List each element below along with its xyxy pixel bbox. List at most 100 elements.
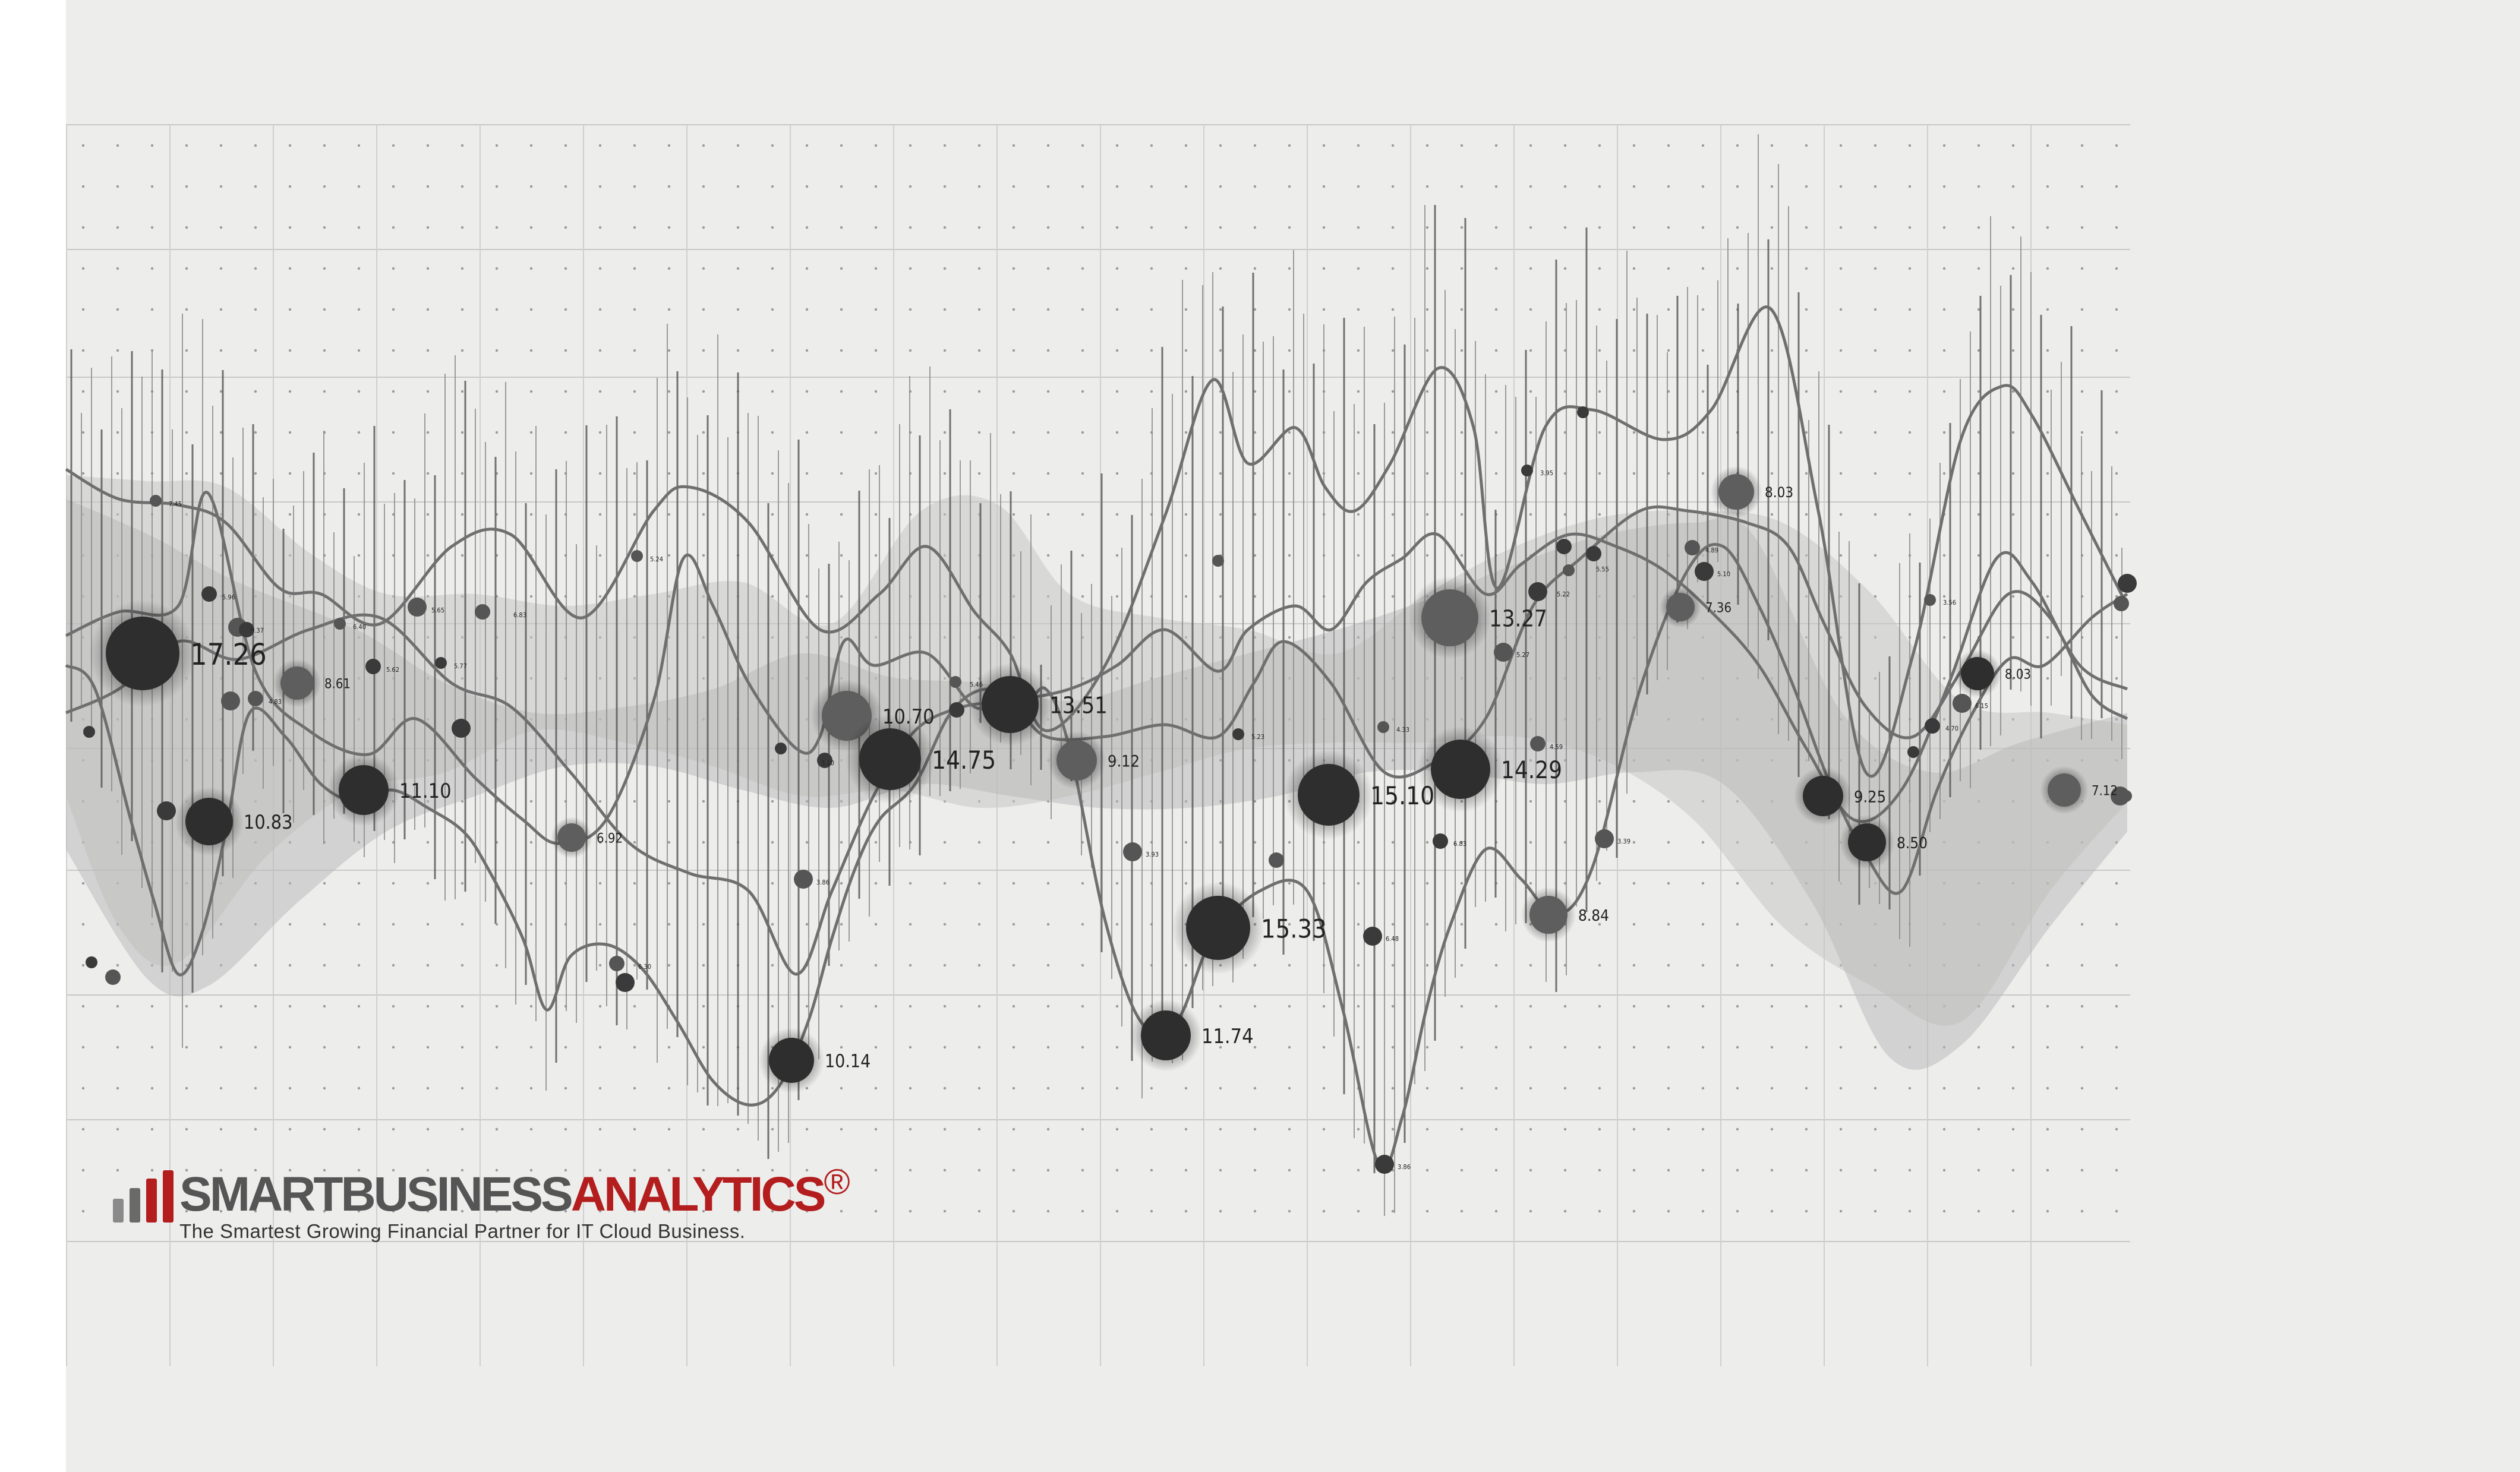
grid-dot — [1529, 267, 1532, 270]
grid-dot — [2011, 677, 2015, 680]
grid-dot — [1184, 267, 1188, 270]
small-dot — [475, 604, 490, 620]
grid-dot — [702, 800, 705, 803]
grid-dot — [116, 431, 119, 434]
grid-dot — [529, 923, 533, 926]
grid-dot — [2046, 1168, 2049, 1172]
grid-dot — [1219, 595, 1222, 598]
small-dot — [1123, 842, 1142, 861]
grid-dot — [2011, 513, 2015, 516]
grid-dot — [1529, 431, 1532, 434]
grid-dot — [1942, 390, 1946, 393]
data-point — [1848, 823, 1886, 861]
grid-dot — [495, 1127, 499, 1131]
grid-dot — [2115, 636, 2118, 639]
grid-dot — [254, 267, 257, 270]
small-dot — [1375, 1155, 1394, 1174]
grid-dot — [2046, 349, 2049, 352]
grid-dot — [805, 554, 809, 557]
grid-dot — [1701, 308, 1705, 311]
grid-dot — [667, 390, 671, 393]
grid-dot — [564, 226, 567, 229]
grid-dot — [1839, 513, 1843, 516]
grid-dot — [1391, 308, 1395, 311]
grid-dot — [702, 390, 705, 393]
grid-dot — [495, 1209, 499, 1213]
grid-dot — [1391, 841, 1395, 844]
grid-dot — [1598, 1045, 1601, 1049]
grid-dot — [771, 800, 774, 803]
grid-dot — [1632, 841, 1636, 844]
grid-dot — [1219, 226, 1222, 229]
grid-dot — [1563, 1168, 1567, 1172]
grid-dot — [1460, 1168, 1464, 1172]
small-dot — [631, 550, 643, 562]
grid-dot — [1391, 349, 1395, 352]
grid-dot — [564, 390, 567, 393]
grid-dot — [495, 1005, 499, 1008]
grid-dot — [426, 472, 430, 475]
grid-dot — [219, 472, 223, 475]
grid-dot — [840, 144, 843, 147]
grid-dot — [1908, 472, 1912, 475]
grid-dot — [1012, 841, 1015, 844]
grid-dot — [1357, 226, 1360, 229]
grid-dot — [1701, 431, 1705, 434]
grid-dot — [1391, 1127, 1395, 1131]
grid-dot — [1805, 1086, 1808, 1090]
grid-dot — [1288, 185, 1291, 188]
grid-dot — [116, 226, 119, 229]
grid-dot — [529, 390, 533, 393]
grid-dot — [288, 144, 292, 147]
grid-dot — [1805, 1005, 1808, 1008]
grid-dot — [702, 923, 705, 926]
grid-dot — [1046, 882, 1050, 885]
grid-dot — [1563, 226, 1567, 229]
grid-dot — [81, 390, 85, 393]
grid-dot — [1150, 1209, 1153, 1213]
grid-dot — [426, 390, 430, 393]
grid-dot — [1529, 1005, 1532, 1008]
grid-dot — [1460, 1209, 1464, 1213]
grid-dot — [1288, 1005, 1291, 1008]
grid-dot — [977, 144, 981, 147]
grid-dot — [150, 185, 154, 188]
grid-dot — [598, 1086, 602, 1090]
grid-dot — [840, 923, 843, 926]
grid-dot — [1391, 1005, 1395, 1008]
grid-dot — [1253, 431, 1257, 434]
grid-dot — [702, 1168, 705, 1172]
grid-dot — [702, 1086, 705, 1090]
grid-dot — [81, 308, 85, 311]
grid-dot — [1805, 144, 1808, 147]
grid-dot — [461, 1086, 464, 1090]
grid-dot — [2046, 226, 2049, 229]
grid-dot — [461, 267, 464, 270]
grid-dot — [1529, 964, 1532, 967]
grid-dot — [633, 267, 636, 270]
grid-dot — [702, 554, 705, 557]
grid-dot — [977, 1045, 981, 1049]
data-point-label: 15.33 — [1261, 914, 1327, 944]
grid-dot — [805, 1168, 809, 1172]
small-dot — [221, 691, 240, 710]
grid-dot — [598, 800, 602, 803]
grid-dot — [736, 226, 740, 229]
grid-dot — [1632, 308, 1636, 311]
grid-dot — [1046, 923, 1050, 926]
grid-dot — [254, 349, 257, 352]
grid-dot — [1391, 923, 1395, 926]
grid-dot — [943, 1086, 947, 1090]
grid-dot — [840, 964, 843, 967]
grid-dot — [150, 144, 154, 147]
grid-dot — [1839, 1168, 1843, 1172]
grid-dot — [633, 226, 636, 229]
grid-dot — [771, 144, 774, 147]
small-dot — [794, 870, 813, 889]
grid-dot — [323, 267, 326, 270]
grid-dot — [1357, 349, 1360, 352]
grid-dot — [943, 923, 947, 926]
grid-dot — [357, 964, 361, 967]
data-point — [1186, 896, 1250, 960]
grid-dot — [1425, 513, 1429, 516]
